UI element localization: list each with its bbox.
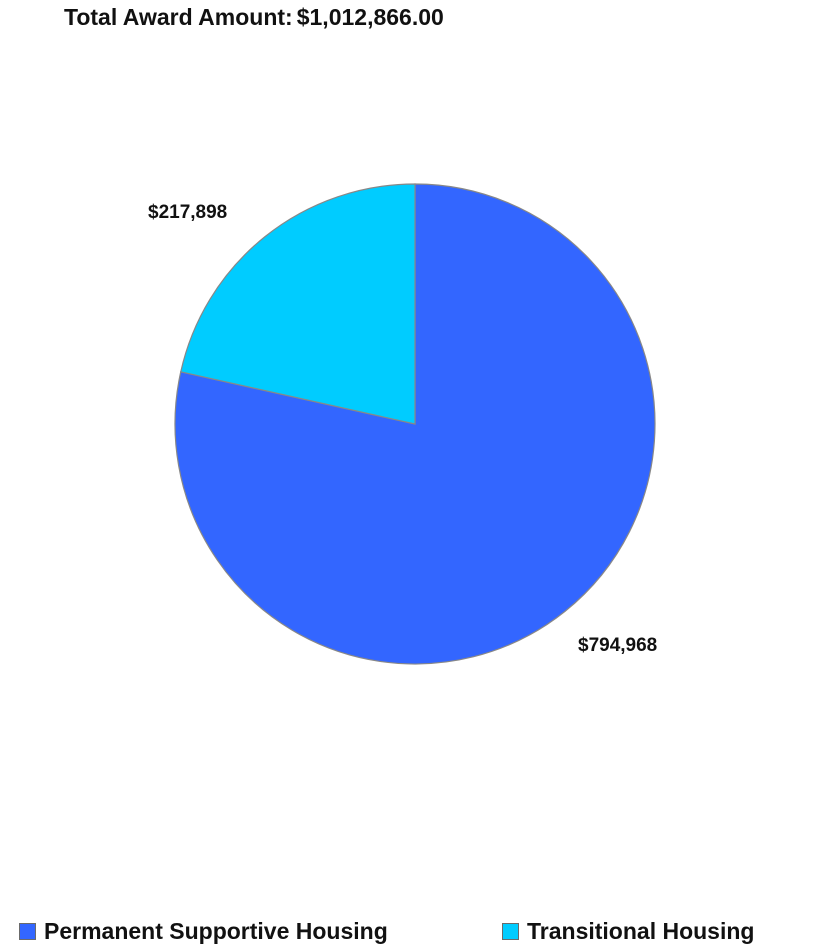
total-award-label: Total Award Amount: [64,4,293,30]
legend-item-transitional-housing: Transitional Housing [502,918,754,945]
total-award-value: $1,012,866.00 [296,4,444,30]
pie-slice-transitional-housing [180,183,416,425]
legend-item-permanent-supportive-housing: Permanent Supportive Housing [19,918,388,945]
data-label-transitional: $217,898 [148,202,227,223]
legend-swatch-transitional [502,923,519,940]
data-label-permanent: $794,968 [578,635,657,656]
chart-legend: Permanent Supportive Housing Transitiona… [0,918,821,948]
chart-title: Total Award Amount: $1,012,866.00 [64,4,444,31]
pie-slice-permanent-supportive-housing [174,183,656,665]
legend-label-transitional: Transitional Housing [527,918,755,944]
legend-label-permanent: Permanent Supportive Housing [44,918,388,944]
legend-swatch-permanent [19,923,36,940]
